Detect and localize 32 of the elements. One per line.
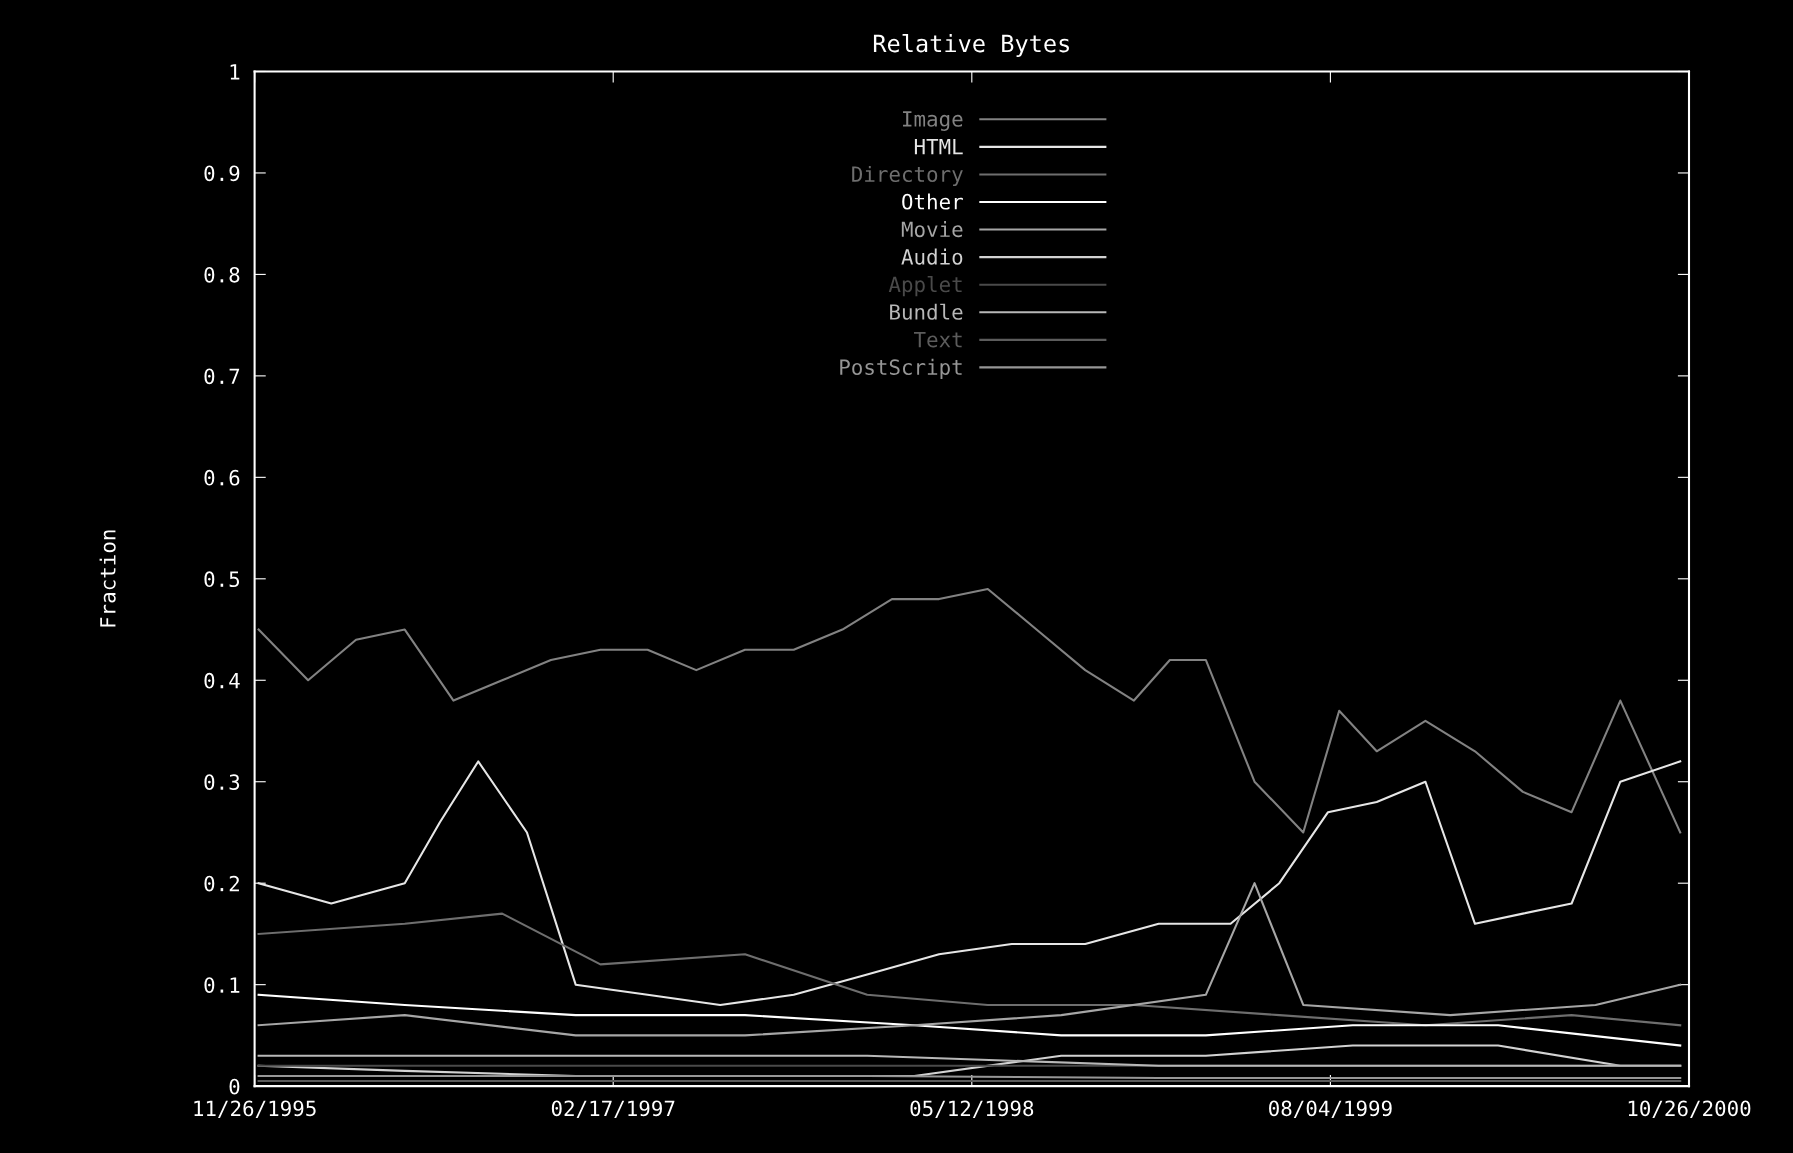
line-series — [257, 587, 1682, 834]
text: Other — [902, 193, 963, 210]
text: Directory — [852, 165, 963, 187]
text: Bundle — [890, 303, 963, 320]
y-tick-label: 0.2 — [204, 875, 239, 892]
chart-title: Relative Bytes — [873, 33, 1069, 57]
y-tick-label: 0.4 — [204, 672, 240, 689]
y-tick-label: 0.5 — [204, 571, 240, 588]
y-tick-label: 1 — [230, 64, 240, 80]
text: Image — [903, 111, 963, 131]
y-tick-label: 0.8 — [204, 266, 240, 283]
y-tick-label: 0 — [229, 1078, 240, 1095]
text: Audio — [901, 248, 963, 265]
y-tick-label: 0.1 — [204, 977, 240, 993]
text: Applet — [888, 276, 962, 297]
y-tick-label: 0.6 — [204, 469, 240, 486]
x-tick-label: 05/12/1998 — [910, 1100, 1034, 1118]
text: PostScript — [840, 358, 962, 380]
text: Movie — [901, 221, 963, 238]
x-tick-label: 02/17/1997 — [551, 1100, 675, 1118]
y-tick-label: 0.7 — [204, 368, 240, 385]
x-tick-label: 08/04/1999 — [1269, 1100, 1392, 1118]
y-tick-label: 0.9 — [204, 165, 240, 182]
line-series — [257, 760, 1682, 1006]
y-tick-label: 0.3 — [204, 774, 240, 790]
y-axis-title: Fraction — [99, 530, 116, 627]
text: Text — [913, 331, 962, 348]
line-series — [257, 882, 1682, 1037]
x-tick-label: 10/26/2000 — [1628, 1100, 1751, 1118]
text: HTML — [914, 138, 963, 155]
line-series — [257, 912, 1682, 1027]
x-tick-label: 11/26/1995 — [194, 1100, 316, 1118]
